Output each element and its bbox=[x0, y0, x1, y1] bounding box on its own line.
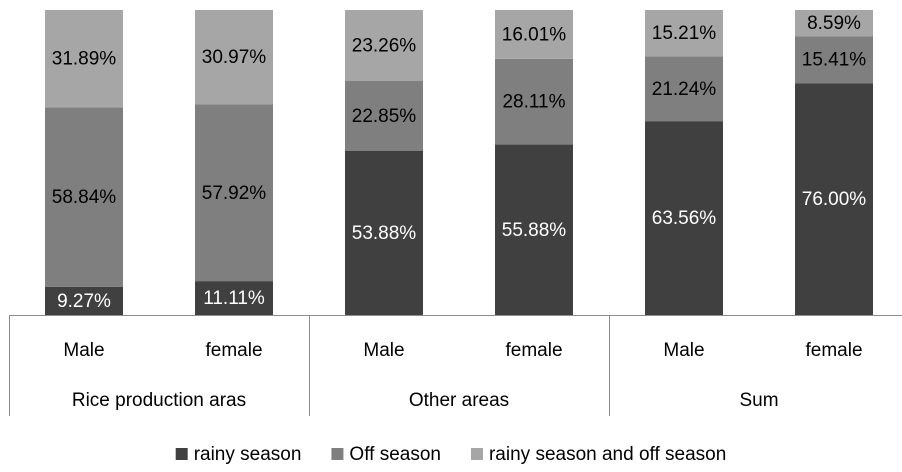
legend-label: rainy season and off season bbox=[489, 444, 726, 465]
bar-segment bbox=[645, 121, 723, 315]
legend-swatch bbox=[175, 448, 188, 460]
data-label: 23.26% bbox=[352, 36, 417, 57]
x-tick-label: female bbox=[805, 340, 862, 361]
legend-swatch bbox=[331, 448, 344, 460]
data-label: 58.84% bbox=[52, 187, 117, 208]
data-label: 63.56% bbox=[652, 208, 717, 229]
legend-label: rainy season bbox=[194, 444, 302, 465]
bar-segment bbox=[495, 144, 573, 315]
bar-segment bbox=[345, 80, 423, 151]
group-label: Rice production aras bbox=[72, 390, 246, 411]
data-label: 55.88% bbox=[502, 220, 567, 241]
group-label: Sum bbox=[739, 390, 778, 411]
x-tick-label: Male bbox=[663, 340, 704, 361]
data-label: 76.00% bbox=[802, 189, 867, 210]
bar-segment bbox=[45, 286, 123, 315]
data-label: 53.88% bbox=[352, 223, 417, 244]
legend: rainy season Off season rainy season and o… bbox=[175, 444, 726, 465]
data-label: 28.11% bbox=[502, 92, 565, 113]
group-label: Other areas bbox=[409, 390, 509, 411]
bar-segment bbox=[345, 10, 423, 81]
data-label: 30.97% bbox=[202, 47, 267, 68]
data-label: 8.59% bbox=[807, 13, 861, 34]
bar-segment bbox=[645, 9, 723, 57]
bar-segment bbox=[795, 83, 873, 315]
bar-segment bbox=[645, 56, 723, 122]
x-tick-label: female bbox=[505, 340, 562, 361]
x-tick-label: female bbox=[205, 340, 262, 361]
legend-label: Off season bbox=[349, 444, 441, 465]
data-label: 31.89% bbox=[52, 49, 117, 70]
data-label: 57.92% bbox=[202, 183, 267, 204]
data-label: 15.21% bbox=[652, 23, 717, 44]
x-tick-label: Male bbox=[63, 340, 104, 361]
bar-segment bbox=[495, 10, 573, 59]
bar-segment bbox=[195, 281, 273, 315]
data-label: 22.85% bbox=[352, 106, 417, 127]
data-label: 15.41% bbox=[802, 50, 867, 71]
bar-segment bbox=[45, 10, 123, 108]
bar-segment bbox=[195, 104, 273, 282]
legend-swatch bbox=[470, 448, 483, 460]
data-label: 9.27% bbox=[57, 291, 111, 312]
data-label: 11.11% bbox=[203, 288, 265, 309]
bar-segment bbox=[495, 58, 573, 145]
bar-segment bbox=[795, 10, 873, 37]
bar-segment bbox=[795, 36, 873, 84]
data-label: 16.01% bbox=[502, 24, 567, 45]
data-label: 21.24% bbox=[652, 79, 717, 100]
bar-segment bbox=[345, 150, 423, 315]
x-tick-label: Male bbox=[363, 340, 404, 361]
bar-segment bbox=[45, 107, 123, 287]
bar-segment bbox=[195, 10, 273, 105]
